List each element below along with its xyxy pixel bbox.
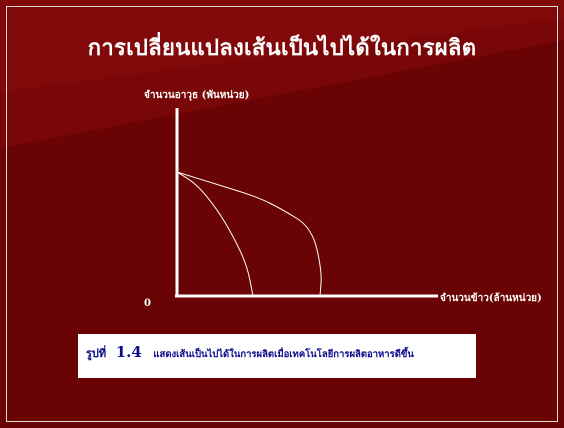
figure-caption: รูปที่ 1.4 แสดงเส้นเป็นไปได้ในการผลิตเมื… (78, 334, 476, 378)
origin-label: 0 (144, 298, 151, 309)
x-axis-label: จำนวนข้าว(ล้านหน่วย) (440, 293, 542, 304)
caption-figure-number: 1.4 (115, 343, 142, 361)
ppf-curve-2 (176, 171, 322, 297)
slide-frame (6, 6, 558, 422)
y-axis-label: จำนวนอาวุธ (พันหน่วย) (144, 90, 250, 101)
ppf-curves (176, 171, 322, 297)
slide-title: การเปลี่ยนแปลงเส้นเป็นไปได้ในการผลิต (87, 35, 477, 61)
caption-figure-label: รูปที่ (86, 347, 107, 360)
caption-text: แสดงเส้นเป็นไปได้ในการผลิตเมื่อเทคโนโลยี… (153, 349, 414, 360)
ppf-curve-1 (176, 171, 254, 297)
